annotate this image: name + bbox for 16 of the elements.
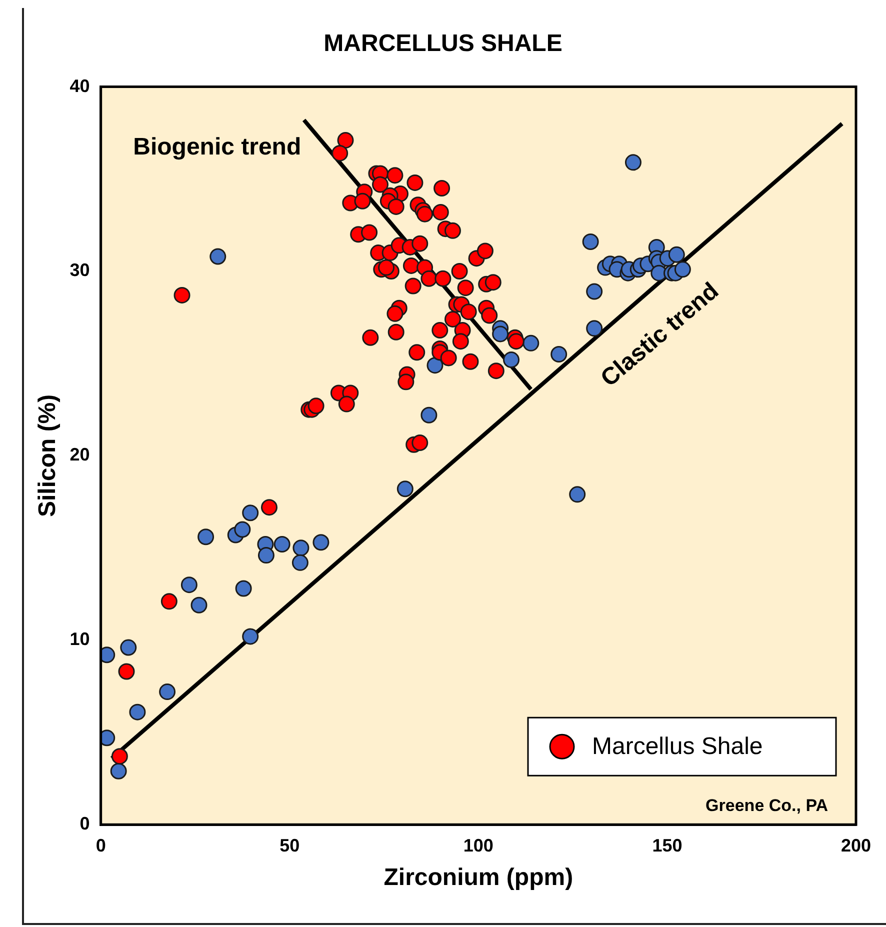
chart-title: MARCELLUS SHALE: [324, 30, 562, 58]
y-axis-title: Silicon (%): [34, 394, 62, 518]
y-tick-label: 10: [70, 629, 90, 650]
annotation: Greene Co., PA: [706, 796, 828, 815]
annotation: Biogenic trend: [133, 134, 302, 161]
x-tick-label: 0: [96, 835, 106, 856]
x-axis-title: Zirconium (ppm): [384, 864, 574, 892]
y-tick-label: 30: [70, 260, 90, 280]
y-tick-label: 40: [70, 76, 90, 96]
x-tick-label: 200: [840, 835, 872, 856]
y-tick-label: 0: [80, 814, 90, 834]
y-tick-label: 20: [70, 444, 90, 465]
x-tick-label: 100: [463, 835, 494, 856]
x-tick-label: 50: [280, 835, 300, 856]
legend-label: Marcellus Shale: [592, 733, 763, 760]
x-tick-label: 150: [652, 835, 682, 856]
